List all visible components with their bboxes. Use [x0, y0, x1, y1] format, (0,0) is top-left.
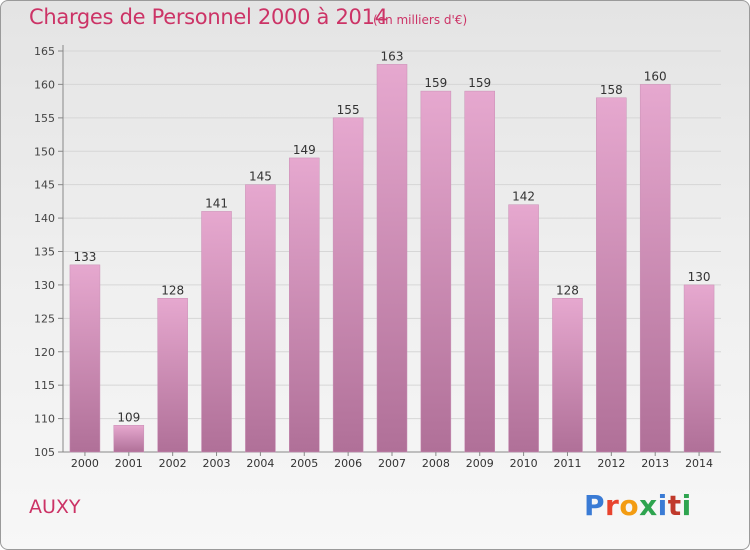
- commune-name: AUXY: [29, 496, 81, 518]
- data-label-2011: 128: [556, 283, 579, 297]
- x-tick-label-2010: 2010: [510, 457, 538, 470]
- bar-2011: [552, 298, 583, 453]
- bar-2005: [289, 157, 320, 453]
- data-label-2004: 145: [249, 170, 272, 184]
- bar-2014: [683, 284, 715, 453]
- y-tick-label: 130: [34, 279, 55, 292]
- y-tick-label: 135: [34, 246, 55, 259]
- data-label-2009: 159: [468, 76, 491, 90]
- y-tick-label: 140: [34, 212, 55, 225]
- bar-2009: [464, 90, 495, 453]
- bar-2008: [420, 90, 452, 453]
- bar-2006: [332, 117, 364, 453]
- bar-2004: [245, 184, 276, 453]
- data-label-2003: 141: [205, 196, 228, 210]
- y-tick-label: 145: [34, 179, 55, 192]
- y-tick-label: 160: [34, 78, 55, 91]
- y-tick-labels: 105 110 115 120 125 130 135 140 145 150 155 160 165: [34, 45, 63, 459]
- x-tick-label-2003: 2003: [203, 457, 231, 470]
- data-label-2005: 149: [293, 143, 316, 157]
- x-tick-label-2008: 2008: [422, 457, 450, 470]
- x-tick-label-2002: 2002: [159, 457, 187, 470]
- x-tick-label-2009: 2009: [466, 457, 494, 470]
- logo-letter: r: [605, 489, 620, 522]
- y-tick-label: 155: [34, 112, 55, 125]
- bar-2010: [508, 204, 539, 453]
- y-tick-label: 105: [34, 446, 55, 459]
- data-label-2012: 158: [600, 83, 623, 97]
- data-label-2010: 142: [512, 190, 535, 204]
- bars: [69, 64, 715, 453]
- bar-2000: [69, 264, 101, 453]
- data-label-2001: 109: [117, 410, 140, 424]
- data-label-2008: 159: [424, 76, 447, 90]
- x-tick-label-2007: 2007: [378, 457, 406, 470]
- x-tick-label-2004: 2004: [246, 457, 274, 470]
- chart-subtitle: (en milliers d'€): [373, 13, 468, 27]
- data-label-2014: 130: [688, 270, 711, 284]
- logo-letter: i: [657, 489, 668, 522]
- chart-title: Charges de Personnel 2000 à 2014: [29, 5, 388, 29]
- y-tick-label: 150: [34, 145, 55, 158]
- data-label-2000: 133: [73, 250, 96, 264]
- bar-2007: [376, 64, 408, 453]
- x-tick-labels: 2000 2001 2002 2003 2004 2005 2006 2007 2008 2009…: [71, 452, 713, 470]
- y-tick-label: 120: [34, 346, 55, 359]
- logo-letter: i: [681, 489, 692, 522]
- logo-letter: x: [639, 489, 658, 522]
- bar-2012: [596, 97, 627, 453]
- bar-2001: [113, 425, 145, 453]
- data-label-2013: 160: [644, 69, 667, 83]
- data-label-2006: 155: [337, 103, 360, 117]
- x-tick-label-2014: 2014: [685, 457, 713, 470]
- bar-2013: [639, 84, 671, 453]
- y-tick-label: 165: [34, 45, 55, 58]
- logo-letter: P: [584, 489, 606, 522]
- x-tick-label-2001: 2001: [115, 457, 143, 470]
- proxiti-logo: Proxiti: [584, 489, 692, 522]
- x-tick-label-2005: 2005: [290, 457, 318, 470]
- data-label-2007: 163: [381, 49, 404, 63]
- x-tick-label-2013: 2013: [641, 457, 669, 470]
- y-tick-label: 110: [34, 413, 55, 426]
- x-tick-label-2000: 2000: [71, 457, 99, 470]
- logo-letter: t: [667, 489, 682, 522]
- bar-2003: [201, 211, 232, 453]
- x-tick-label-2006: 2006: [334, 457, 362, 470]
- y-tick-label: 115: [34, 379, 55, 392]
- logo-letter: o: [619, 489, 640, 522]
- x-tick-label-2011: 2011: [553, 457, 581, 470]
- data-labels: 133 109 128 141 145 149 155 163 159 159 142 128 158 1…: [73, 49, 710, 424]
- x-tick-label-2012: 2012: [597, 457, 625, 470]
- y-tick-label: 125: [34, 312, 55, 325]
- data-label-2002: 128: [161, 283, 184, 297]
- bar-2002: [157, 298, 188, 453]
